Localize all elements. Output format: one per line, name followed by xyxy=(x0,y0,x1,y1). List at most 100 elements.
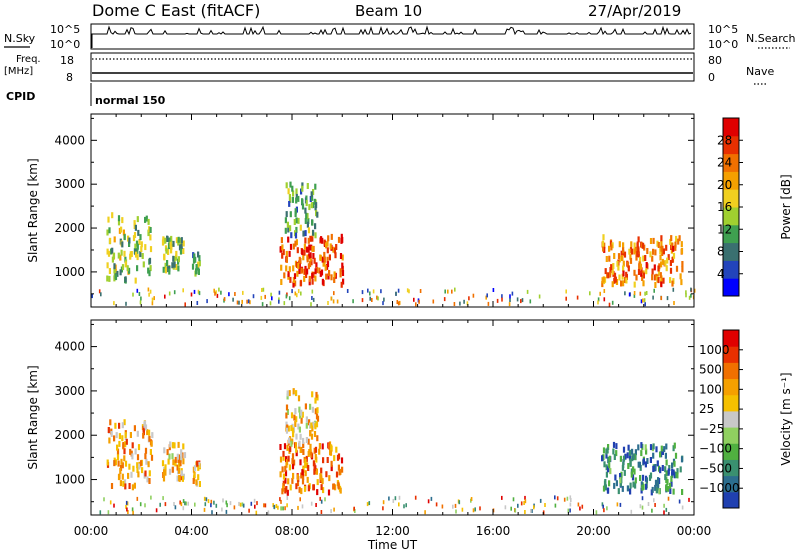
echo-cell xyxy=(280,279,282,285)
echo-cell xyxy=(328,475,330,481)
clutter-cell xyxy=(184,302,186,306)
echo-cell xyxy=(660,281,662,287)
echo-cell xyxy=(302,204,304,210)
echo-cell xyxy=(285,265,287,271)
echo-cell xyxy=(661,446,663,452)
clutter-cell xyxy=(312,290,314,294)
echo-cell xyxy=(286,428,288,434)
clutter-cell xyxy=(210,503,212,507)
colorbar-label: Velocity [m s⁻¹] xyxy=(779,372,793,465)
echo-cell xyxy=(121,250,123,256)
echo-cell xyxy=(630,258,632,264)
colorbar-tick-label: 500 xyxy=(699,363,722,377)
echo-cell xyxy=(107,217,109,223)
clutter-cell xyxy=(620,503,622,507)
echo-cell xyxy=(121,435,123,441)
echo-cell xyxy=(137,454,139,460)
clutter-cell xyxy=(234,505,236,509)
clutter-cell xyxy=(261,288,263,292)
echo-cell xyxy=(287,222,289,228)
clutter-cell xyxy=(473,294,475,298)
clutter-cell xyxy=(126,501,128,505)
colorbar-tick-label: −25 xyxy=(699,422,724,436)
echo-cell xyxy=(298,441,300,447)
echo-cell xyxy=(291,458,293,464)
clutter-cell xyxy=(468,296,470,300)
clutter-cell xyxy=(527,290,529,294)
echo-cell xyxy=(654,282,656,288)
echo-cell xyxy=(657,460,659,466)
echo-cell xyxy=(333,277,335,283)
echo-cell xyxy=(287,478,289,484)
clutter-cell xyxy=(644,302,646,306)
clutter-cell xyxy=(634,291,636,295)
echo-cell xyxy=(149,470,151,476)
echo-cell xyxy=(619,477,621,483)
clutter-cell xyxy=(420,289,422,293)
echo-cell xyxy=(286,405,288,411)
echo-cell xyxy=(653,238,655,244)
echo-cell xyxy=(623,456,625,462)
clutter-cell xyxy=(473,508,475,512)
echo-cell xyxy=(614,454,616,460)
echo-cell xyxy=(603,447,605,453)
echo-cell xyxy=(670,235,672,241)
clutter-cell xyxy=(162,496,164,500)
clutter-cell xyxy=(415,302,417,306)
noise-strip xyxy=(91,24,694,49)
clutter-cell xyxy=(373,289,375,293)
echo-cell xyxy=(327,457,329,463)
echo-cell xyxy=(624,470,626,476)
echo-cell xyxy=(681,261,683,267)
echo-cell xyxy=(607,448,609,454)
echo-cell xyxy=(309,404,311,410)
echo-cell xyxy=(640,442,642,448)
clutter-cell xyxy=(330,509,332,513)
clutter-cell xyxy=(261,296,263,300)
clutter-cell xyxy=(242,291,244,295)
echo-cell xyxy=(163,267,165,273)
echo-cell xyxy=(319,443,321,449)
echo-cell xyxy=(294,408,296,414)
clutter-cell xyxy=(352,299,354,303)
clutter-cell xyxy=(256,501,258,505)
echo-cell xyxy=(329,254,331,260)
x-tick-label: 20:00 xyxy=(576,524,611,538)
echo-cell xyxy=(197,268,199,274)
clutter-cell xyxy=(442,505,444,509)
echo-cell xyxy=(125,461,127,467)
echo-cell xyxy=(122,474,124,480)
echo-cell xyxy=(130,432,132,438)
clutter-cell xyxy=(91,294,93,298)
clutter-cell xyxy=(493,288,495,292)
echo-cell xyxy=(663,248,665,254)
echo-cell xyxy=(311,273,313,279)
clutter-cell xyxy=(369,501,371,505)
echo-cell xyxy=(183,241,185,247)
echo-cell xyxy=(308,485,310,491)
echo-cell xyxy=(665,444,667,450)
echo-cell xyxy=(288,456,290,462)
clutter-cell xyxy=(191,293,193,297)
clutter-cell xyxy=(273,505,275,509)
clutter-cell xyxy=(673,288,675,292)
echo-cell xyxy=(108,227,110,233)
clutter-cell xyxy=(144,503,146,507)
echo-cell xyxy=(281,488,283,494)
echo-cell xyxy=(653,443,655,449)
echo-cell xyxy=(118,253,120,259)
clutter-cell xyxy=(569,509,571,513)
nsearch-lo-tick: 10^0 xyxy=(708,38,738,51)
clutter-cell xyxy=(399,496,401,500)
clutter-cell xyxy=(137,497,139,501)
clutter-cell xyxy=(302,504,304,508)
clutter-cell xyxy=(682,506,684,510)
echo-cell xyxy=(192,264,194,270)
echo-cell xyxy=(631,472,633,478)
echo-cell xyxy=(177,454,179,460)
echo-cell xyxy=(290,441,292,447)
echo-cell xyxy=(286,445,288,451)
echo-cell xyxy=(116,432,118,438)
echo-cell xyxy=(307,222,309,228)
echo-cell xyxy=(654,249,656,255)
